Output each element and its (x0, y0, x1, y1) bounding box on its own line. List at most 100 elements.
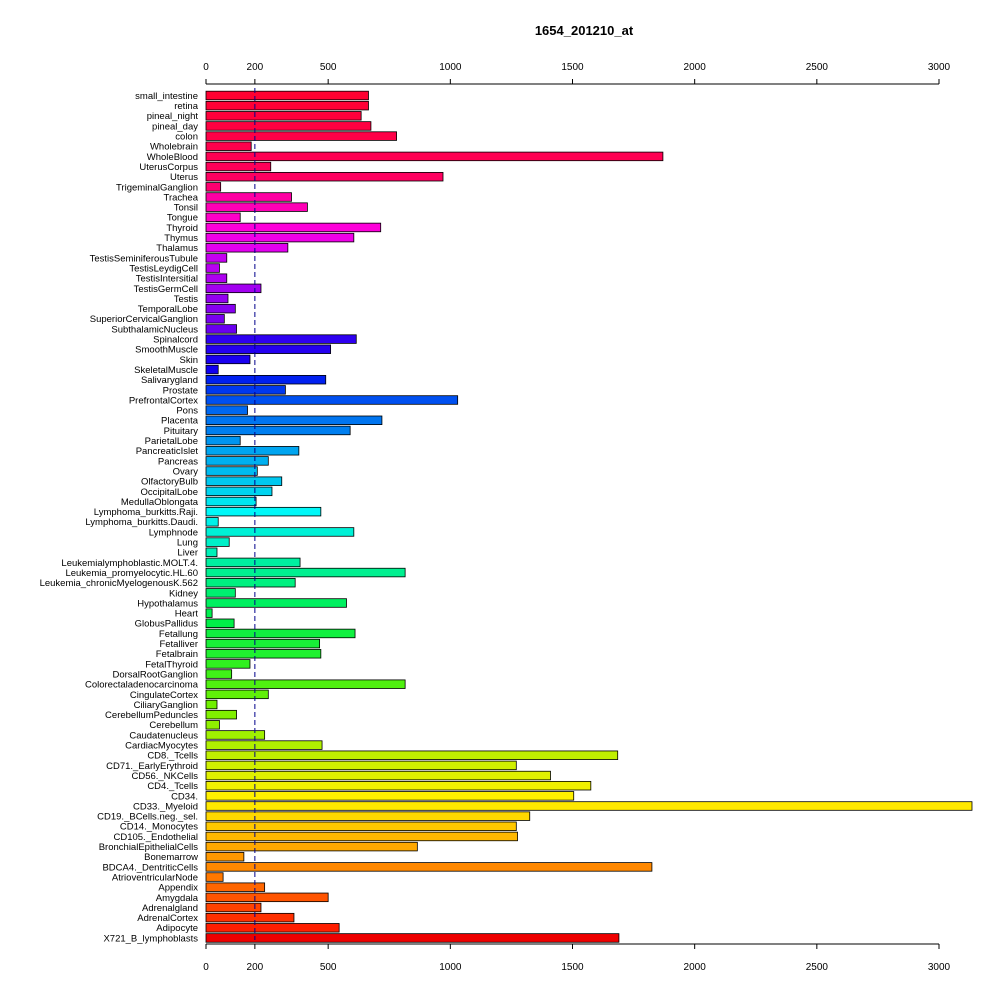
bar (205, 222, 382, 233)
category-label: Fetalliver (159, 639, 198, 650)
bar (205, 709, 237, 720)
top-axis-tick-label: 1500 (561, 62, 584, 73)
bar (205, 902, 262, 913)
category-label: CD105._Endothelial (113, 832, 198, 843)
category-label: Leukemia_promyelocytic.HL.60 (65, 568, 198, 579)
bar (205, 171, 444, 182)
category-label: TestisSeminiferousTubule (90, 253, 198, 264)
bottom-axis-tick-label: 1500 (561, 962, 584, 973)
bar (205, 628, 356, 639)
bar (205, 608, 213, 618)
category-label: Trachea (164, 192, 199, 203)
bar (205, 852, 245, 862)
category-label: CingulateCortex (130, 690, 198, 701)
bar (205, 811, 531, 821)
bar (205, 131, 397, 141)
bar (205, 588, 236, 598)
category-labels: small_intestineretinapineal_nightpineal_… (40, 91, 199, 944)
category-label: Bonemarrow (144, 852, 198, 863)
category-label: Pons (176, 406, 198, 417)
bar (205, 791, 575, 801)
bar (205, 750, 619, 760)
top-axis-tick-label: 2500 (806, 62, 829, 73)
category-label: Pituitary (164, 426, 199, 437)
category-label: Thymus (164, 233, 198, 244)
category-label: CD8._Tcells (147, 751, 198, 762)
category-label: ParietalLobe (145, 436, 198, 447)
bar (205, 334, 357, 344)
bar (205, 243, 289, 253)
category-label: Adipocyte (156, 923, 198, 934)
bar (205, 933, 620, 943)
bottom-axis-tick-label: 200 (247, 962, 264, 973)
category-label: CerebellumPeduncles (105, 710, 198, 721)
category-label: Tonsil (174, 203, 198, 214)
category-label: DorsalRootGanglion (112, 669, 198, 680)
bar (205, 90, 369, 101)
bar (205, 425, 351, 436)
category-label: colon (175, 132, 198, 143)
category-label: OccipitalLobe (140, 487, 198, 498)
category-label: retina (174, 101, 198, 112)
bar (205, 781, 592, 791)
bar (205, 506, 322, 517)
bottom-axis-tick-label: 0 (203, 962, 209, 973)
category-label: BDCA4._DentriticCells (102, 862, 198, 873)
category-label: Adrenalgland (142, 903, 198, 914)
bar (205, 679, 406, 689)
category-label: TemporalLobe (138, 304, 198, 315)
category-label: UterusCorpus (139, 162, 198, 173)
category-label: Thalamus (156, 243, 198, 254)
category-label: SuperiorCervicalGanglion (90, 314, 198, 325)
bar (205, 253, 228, 263)
bar (205, 100, 369, 111)
bar (205, 283, 262, 294)
category-label: Lymphoma_burkitts.Daudi. (85, 517, 198, 528)
category-label: Kidney (169, 588, 198, 599)
category-label: Uterus (170, 172, 198, 183)
category-label: SkeletalMuscle (134, 365, 198, 376)
bar (205, 212, 241, 223)
bar (205, 374, 327, 385)
category-label: SmoothMuscle (135, 345, 198, 356)
bar (205, 456, 269, 466)
bar (205, 669, 233, 679)
bar (205, 598, 347, 608)
bar (205, 496, 257, 507)
bar (205, 801, 973, 811)
bar (205, 435, 241, 446)
category-label: pineal_day (152, 121, 198, 132)
category-label: SubthalamicNucleus (111, 324, 198, 335)
bar (205, 892, 329, 903)
category-label: Placenta (161, 416, 199, 427)
category-label: Caudatenucleus (129, 730, 198, 741)
category-label: WholeBlood (147, 152, 198, 163)
category-label: Testis (174, 294, 199, 305)
bar (205, 273, 228, 283)
top-axis-tick-label: 200 (247, 62, 264, 73)
bar (205, 395, 459, 405)
top-axis-tick-label: 0 (203, 62, 209, 73)
category-label: Ovary (173, 466, 199, 477)
bar (205, 303, 236, 314)
bar (205, 699, 218, 710)
category-label: CD19._BCells.neg._sel. (97, 812, 198, 823)
category-label: TestisGermCell (134, 284, 198, 295)
bar (205, 517, 219, 527)
category-label: GlobusPallidus (135, 619, 199, 630)
category-label: FetalThyroid (145, 659, 198, 670)
bar (205, 659, 251, 669)
category-label: Colorectaladenocarcinoma (85, 680, 199, 691)
bar (205, 872, 224, 882)
top-axis-tick-label: 2000 (684, 62, 707, 73)
bar (205, 638, 321, 649)
bar (205, 760, 517, 771)
bar (205, 192, 292, 202)
bar (205, 841, 418, 852)
category-label: CD4._Tcells (147, 781, 198, 792)
top-axis-tick-label: 3000 (928, 62, 951, 73)
category-label: TestisIntersitial (136, 274, 198, 285)
bar (205, 232, 355, 243)
bar (205, 405, 248, 415)
